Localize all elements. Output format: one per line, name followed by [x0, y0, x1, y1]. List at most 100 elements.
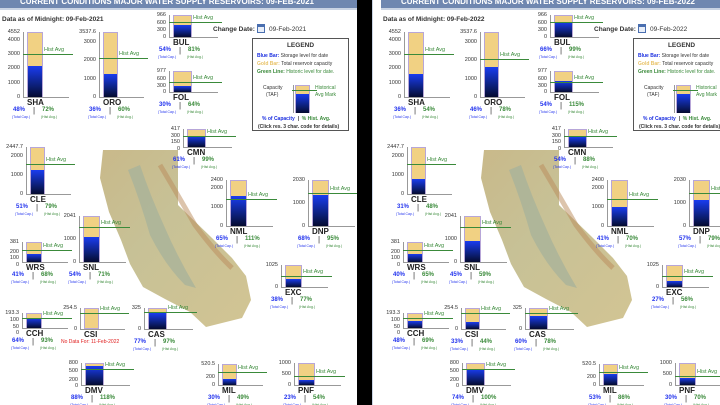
separator: | [672, 296, 675, 305]
tick-label-max: 1025 [265, 262, 278, 268]
hist-avg-line [460, 226, 511, 228]
legend-gold: Gold Bar: Total reservoir capacity [638, 61, 713, 67]
tick-label: 3000 [388, 51, 401, 58]
storage-bar [412, 179, 425, 194]
reservoir-code-link[interactable]: CCH [407, 329, 425, 338]
reservoir-code-link[interactable]: DMV [85, 386, 103, 395]
pct-hist-avg: 88% [583, 157, 596, 163]
legend-pct-hist: % Hist. Avg. [682, 116, 712, 122]
tick-label: 1000 [464, 75, 477, 82]
total-cap-label: (Total Cap.) [172, 165, 191, 169]
reservoir-code-link[interactable]: CSI [84, 330, 98, 339]
legend-blue-text: Storage level for date [661, 53, 710, 59]
y-axis [662, 265, 663, 287]
reservoir-code-link[interactable]: CCH [26, 329, 44, 338]
tick-label: 0 [137, 326, 141, 332]
reservoir-code-link[interactable]: DNP [312, 227, 329, 236]
hist-avg-small-label: (Hist Avg.) [425, 212, 442, 216]
reservoir-code-link[interactable]: PNF [679, 386, 695, 395]
reservoir-code-link[interactable]: CSI [465, 330, 479, 339]
total-cap-label: (Total Cap.) [158, 55, 177, 59]
pct-capacity: 30% [665, 395, 678, 401]
pct-hist-avg: 48% [426, 204, 439, 210]
reservoir-code-link[interactable]: EXC [285, 288, 302, 297]
reservoir-code-link[interactable]: PNF [298, 386, 314, 395]
reservoir-code-link[interactable]: FOL [173, 93, 189, 102]
reservoir-code-link[interactable]: MIL [603, 386, 617, 395]
pct-hist-avg: 59% [479, 272, 492, 278]
reservoir-code-link[interactable]: FOL [554, 93, 570, 102]
tick-label: 300 [537, 27, 547, 34]
calendar-icon[interactable] [638, 24, 646, 33]
reservoir-code-link[interactable]: DNP [693, 227, 710, 236]
reservoir-code-link[interactable]: SHA [27, 98, 44, 107]
y-axis [675, 363, 676, 385]
reservoir-code-link[interactable]: NML [230, 227, 248, 236]
total-cap-label: (Total Cap.) [553, 165, 572, 169]
pct-capacity: 77% [134, 339, 147, 345]
x-axis [550, 92, 599, 93]
storage-bar [286, 278, 301, 287]
storage-bar [555, 80, 572, 92]
hist-avg-line [281, 276, 332, 278]
reservoir-code-link[interactable]: MIL [222, 386, 236, 395]
reservoir-code-link[interactable]: SNL [83, 263, 99, 272]
x-axis [403, 328, 449, 329]
hist-avg-line [404, 53, 454, 55]
tick-label: 300 [551, 132, 561, 139]
legend-blue-bar [296, 94, 309, 113]
reservoir-code-link[interactable]: CMN [187, 148, 206, 157]
tick-label: 2000 [391, 152, 404, 159]
hist-avg-line [183, 135, 236, 137]
reservoir-code-link[interactable]: SNL [464, 263, 480, 272]
tick-label: 200 [68, 376, 78, 383]
reservoir-code-link[interactable]: WRS [26, 263, 45, 272]
y-axis [403, 313, 404, 328]
y-axis [144, 308, 145, 329]
separator: | [193, 156, 196, 165]
tick-label: 300 [537, 82, 547, 89]
y-axis [462, 363, 463, 385]
reservoir-code-link[interactable]: DMV [466, 386, 484, 395]
storage-bar [231, 196, 246, 226]
reservoir-code-link[interactable]: WRS [407, 263, 426, 272]
pct-capacity: 57% [679, 236, 692, 242]
reservoir-code-link[interactable]: CLE [30, 195, 46, 204]
pct-capacity: 53% [589, 395, 602, 401]
date-value[interactable]: 09-Feb-2021 [269, 26, 307, 33]
hist-avg-small-label: (Hist Avg.) [97, 280, 114, 284]
total-cap-label: (Total Cap.) [11, 346, 30, 350]
reservoir-code-link[interactable]: CAS [529, 330, 546, 339]
pct-capacity: 74% [452, 395, 465, 401]
storage-bar [408, 254, 422, 262]
hist-avg-line [607, 199, 658, 201]
reservoir-code-link[interactable]: BUL [173, 38, 190, 47]
reservoir-code-link[interactable]: CLE [411, 195, 427, 204]
calendar-icon[interactable] [257, 24, 265, 33]
pct-hist-avg: 54% [313, 395, 326, 401]
tick-label: 0 [600, 223, 604, 229]
hist-avg-small-label: (Hist Avg.) [201, 165, 218, 169]
legend-axis [674, 85, 675, 113]
pct-hist-avg: 78% [499, 107, 512, 113]
reservoir-code-link[interactable]: ORO [103, 98, 122, 107]
reservoir-code-link[interactable]: NML [611, 227, 629, 236]
reservoir-code-link[interactable]: EXC [666, 288, 683, 297]
reservoir-code-link[interactable]: CAS [148, 330, 165, 339]
hist-avg-line [403, 249, 453, 251]
reservoir-code-link[interactable]: ORO [484, 98, 503, 107]
hist-avg-small-label: (Hist Avg.) [41, 115, 58, 119]
hist-avg-small-label: (Hist Avg.) [582, 165, 599, 169]
y-axis [550, 71, 551, 92]
legend-pct-hist: % Hist. Avg. [301, 116, 331, 122]
y-axis [607, 180, 608, 226]
y-axis [564, 129, 565, 147]
reservoir-code-link[interactable]: CMN [568, 148, 587, 157]
storage-bar [466, 322, 479, 329]
tick-label: 3000 [83, 38, 96, 45]
date-value[interactable]: 09-Feb-2022 [650, 26, 688, 33]
reservoir-code-link[interactable]: SHA [408, 98, 425, 107]
total-cap-label: (Total Cap.) [596, 244, 615, 248]
storage-bar [104, 73, 117, 97]
reservoir-code-link[interactable]: BUL [554, 38, 571, 47]
